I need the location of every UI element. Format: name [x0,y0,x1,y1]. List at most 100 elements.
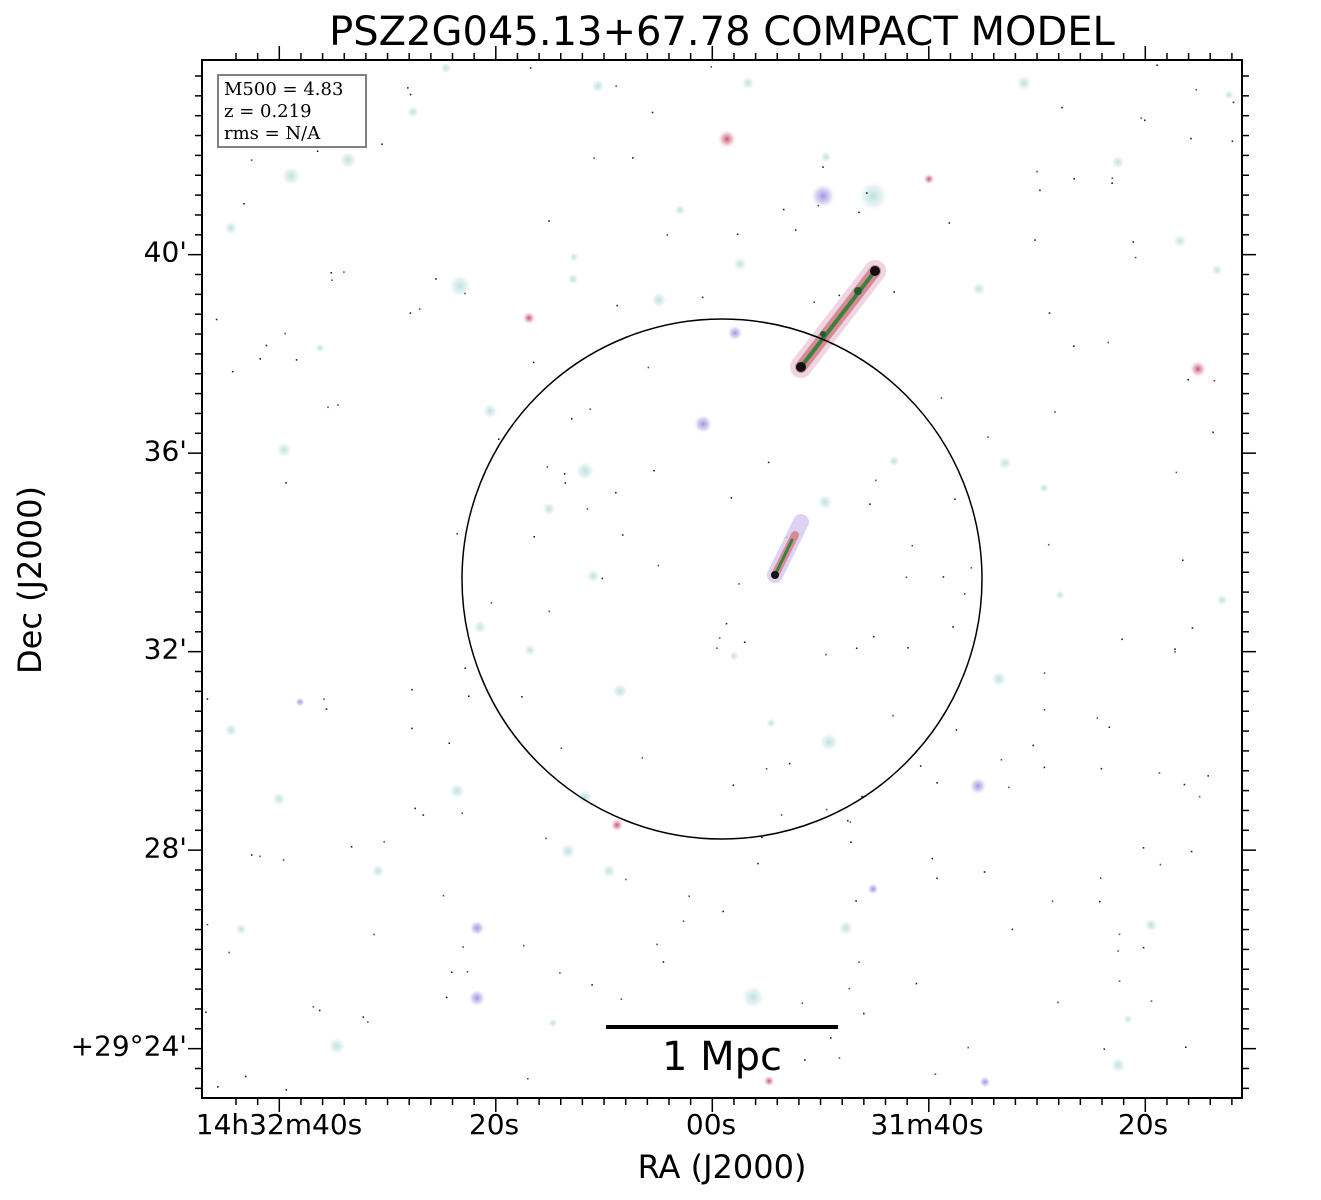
noise-speckle [952,626,954,628]
noise-speckle [250,159,253,161]
noise-speckle [243,203,245,205]
sky-source [339,151,357,169]
noise-speckle [295,359,298,361]
sky-source [1216,594,1228,606]
noise-speckle [1190,850,1193,853]
noise-speckle [858,961,860,963]
noise-speckle [1032,744,1034,747]
noise-speckle [559,972,561,974]
noise-speckle [1043,672,1046,674]
noise-speckle [1096,717,1099,719]
noise-speckle [450,971,453,974]
noise-speckle [931,857,934,860]
y-tick-label: 32' [143,632,187,666]
sky-source [522,311,536,325]
noise-speckle [616,304,618,307]
y-tick-label: 28' [143,831,187,865]
extended-source-central [767,514,809,583]
noise-speckle [1142,946,1145,949]
sky-source [820,151,832,163]
sky-source [315,343,325,353]
sky-source [923,173,935,185]
noise-speckle [1057,1001,1059,1004]
image-area [202,60,1242,1098]
x-tick-label: 14h32m40s [195,1108,363,1141]
noise-speckle [1000,759,1003,761]
noise-speckle [817,204,820,207]
noise-speckle [1159,863,1162,866]
noise-speckle [651,111,654,114]
noise-speckle [1174,651,1176,653]
noise-speckle [970,567,973,569]
noise-speckle [625,878,627,881]
sky-source [991,671,1007,687]
noise-speckle [1011,928,1014,931]
sky-source [469,920,485,936]
noise-speckle [285,482,287,484]
noise-speckle [367,1021,369,1023]
noise-speckle [1099,877,1102,879]
sky-source [1055,590,1065,600]
sky-source [817,494,833,510]
sky-source [548,1018,558,1028]
noise-speckle [936,877,938,880]
sky-source [729,651,739,661]
sky-source [371,864,385,878]
noise-speckle [464,292,466,295]
noise-speckle [1175,471,1178,474]
noise-speckle [350,846,353,848]
noise-speckle [919,765,922,767]
rms-label: rms = N/A [224,123,321,144]
sky-source [727,325,743,341]
sky-source [969,777,987,795]
noise-speckle [546,466,549,468]
noise-speckle [822,166,824,168]
noise-speckle [1103,1048,1106,1050]
sky-source [449,783,465,799]
noise-speckle [850,841,852,843]
sky-source [1039,483,1049,493]
sky-source [1224,90,1234,100]
noise-speckle [1183,783,1186,786]
x-tick-label: 20s [468,1108,520,1141]
noise-speckle [250,854,253,856]
noise-speckle [983,871,986,873]
noise-speckle [325,708,328,710]
noise-speckle [830,1037,832,1039]
noise-speckle [383,841,385,843]
y-tick-label: 40' [143,235,187,269]
noise-speckle [907,647,909,649]
x-axis-label: RA (J2000) [637,1148,807,1186]
sky-source [295,697,305,707]
sky-source [1016,75,1032,91]
noise-speckle [725,622,728,625]
noise-speckle [215,318,218,321]
noise-speckle [1111,177,1114,179]
noise-speckle [1048,312,1051,314]
noise-speckle [804,1059,806,1061]
sky-source [224,221,238,235]
noise-speckle [1191,627,1194,629]
noise-speckle [1043,709,1046,711]
sky-source [857,180,889,212]
noise-speckle [1232,101,1235,104]
noise-speckle [316,150,319,152]
noise-speckle [936,782,938,784]
noise-speckle [710,66,712,68]
noise-speckle [948,222,951,224]
scale-bar-label: 1 Mpc [661,1034,783,1080]
noise-speckle [866,192,868,194]
noise-speckle [1207,775,1209,777]
noise-speckle [647,366,650,369]
sky-source [569,252,579,262]
sky-source [591,79,605,93]
noise-speckle [522,944,525,947]
sky-source [1123,1014,1133,1024]
noise-speckle [1132,241,1135,243]
noise-speckle [318,1009,321,1012]
noise-speckle [1142,847,1145,849]
noise-speckle [736,233,739,236]
noise-speckle [861,795,863,798]
noise-speckle [527,1078,529,1080]
noise-speckle [1156,64,1158,66]
